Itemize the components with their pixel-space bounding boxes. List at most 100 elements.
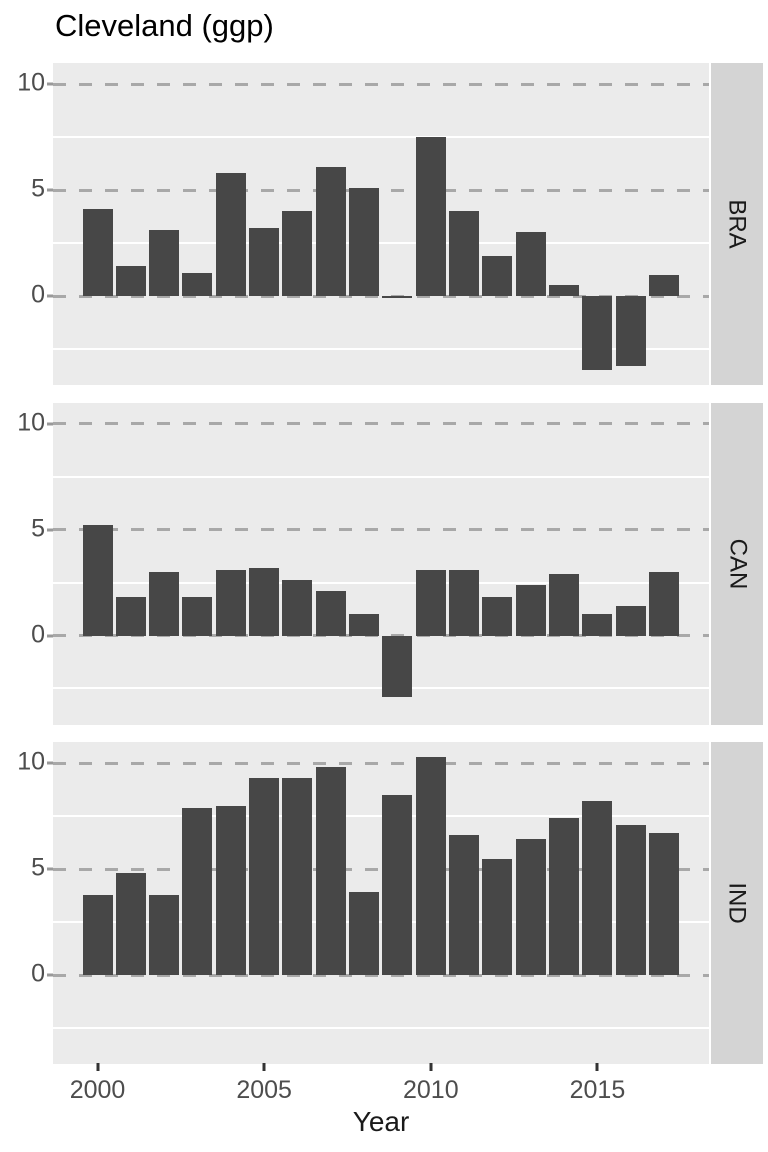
bar-ind-2000: [82, 894, 113, 976]
bar-can-2008: [349, 614, 380, 636]
major-gridline: [53, 422, 709, 426]
major-gridline: [53, 528, 709, 532]
major-gridline: [53, 973, 709, 977]
bar-ind-2004: [215, 805, 246, 976]
x-tick-mark: [96, 1063, 99, 1071]
major-gridline: [53, 634, 709, 638]
y-tick-mark: [47, 82, 53, 86]
bar-bra-2000: [82, 209, 113, 296]
minor-gridline: [53, 921, 709, 924]
bar-bra-2011: [449, 211, 480, 297]
facet-panel-ind: [53, 742, 709, 1064]
x-tick-label: 2005: [236, 1076, 292, 1104]
x-tick-label: 2010: [402, 1076, 459, 1104]
bar-can-2004: [215, 569, 246, 636]
facet-strip-bra: BRA: [711, 63, 763, 385]
bar-can-2011: [449, 569, 480, 636]
facet-strip-label: BRA: [723, 199, 751, 249]
bar-ind-2013: [515, 839, 546, 976]
minor-gridline: [53, 242, 709, 245]
bar-ind-2002: [149, 894, 180, 976]
bar-ind-2017: [649, 833, 680, 975]
bar-can-2000: [82, 525, 113, 636]
x-tick-label: 2015: [569, 1076, 626, 1104]
y-tick-mark: [47, 422, 53, 426]
bar-can-2009: [382, 635, 413, 697]
bar-bra-2015: [582, 296, 613, 371]
y-tick-mark: [47, 634, 53, 638]
minor-gridline: [53, 136, 709, 139]
bar-bra-2006: [282, 211, 313, 297]
bar-ind-2008: [349, 892, 380, 976]
bar-can-2003: [182, 597, 213, 636]
major-gridline: [53, 867, 709, 871]
y-tick-mark: [47, 867, 53, 871]
bar-bra-2014: [549, 285, 580, 296]
x-tick-mark: [429, 1063, 433, 1071]
y-tick-label: 0: [31, 280, 45, 309]
facet-strip-can: CAN: [711, 402, 763, 725]
x-tick-label: 2000: [69, 1076, 126, 1104]
bar-ind-2012: [482, 858, 513, 975]
bar-can-2015: [582, 614, 613, 636]
bar-bra-2016: [615, 296, 646, 366]
y-tick-mark: [47, 761, 53, 765]
x-axis-title: Year: [352, 1106, 410, 1137]
facet-strip-label: IND: [724, 882, 751, 924]
bar-bra-2017: [649, 274, 680, 296]
bar-bra-2010: [415, 137, 446, 297]
y-tick-label: 0: [31, 619, 45, 648]
y-tick-label: 5: [31, 513, 45, 542]
bar-ind-2003: [182, 807, 213, 975]
y-tick-label: 5: [31, 853, 45, 882]
bar-bra-2013: [515, 232, 546, 297]
y-tick-mark: [47, 528, 53, 532]
bar-ind-2005: [249, 778, 280, 975]
bar-can-2006: [282, 580, 313, 636]
bar-ind-2010: [415, 756, 446, 976]
bar-can-2017: [649, 571, 680, 636]
bar-can-2016: [615, 605, 646, 636]
minor-gridline: [53, 815, 709, 818]
bar-bra-2008: [349, 187, 380, 297]
facet-strip-label: CAN: [723, 538, 751, 589]
minor-gridline: [53, 347, 709, 350]
major-gridline: [53, 188, 709, 192]
y-tick-mark: [47, 188, 53, 192]
y-tick-mark: [47, 973, 53, 977]
bar-ind-2007: [315, 767, 346, 975]
y-tick-label: 0: [31, 959, 45, 988]
x-tick-mark: [262, 1063, 266, 1071]
bar-ind-2011: [449, 835, 480, 976]
y-tick-label: 5: [31, 174, 45, 203]
bar-bra-2004: [215, 173, 246, 297]
minor-gridline: [53, 581, 709, 584]
bar-can-2007: [315, 591, 346, 636]
facet-panel-can: [53, 402, 709, 725]
bar-can-2002: [149, 571, 180, 636]
minor-gridline: [53, 687, 709, 690]
bar-bra-2005: [249, 228, 280, 297]
minor-gridline: [53, 1026, 709, 1029]
bar-bra-2001: [115, 266, 146, 297]
major-gridline: [53, 294, 709, 298]
minor-gridline: [53, 475, 709, 478]
y-tick-label: 10: [17, 408, 45, 437]
bar-ind-2006: [282, 778, 313, 975]
bar-bra-2009: [382, 296, 413, 299]
major-gridline: [53, 82, 709, 86]
bar-ind-2015: [582, 801, 613, 976]
facet-panel-bra: [53, 63, 709, 385]
facet-strip-ind: IND: [711, 742, 763, 1064]
bar-bra-2002: [149, 230, 180, 296]
y-tick-label: 10: [17, 747, 45, 776]
chart-title: Cleveland (ggp): [55, 8, 274, 43]
bar-bra-2012: [482, 255, 513, 297]
bar-can-2005: [249, 567, 280, 636]
x-tick-mark: [595, 1063, 599, 1071]
bar-can-2010: [415, 569, 446, 636]
bar-ind-2001: [115, 873, 146, 975]
major-gridline: [53, 761, 709, 765]
bar-bra-2003: [182, 272, 213, 297]
